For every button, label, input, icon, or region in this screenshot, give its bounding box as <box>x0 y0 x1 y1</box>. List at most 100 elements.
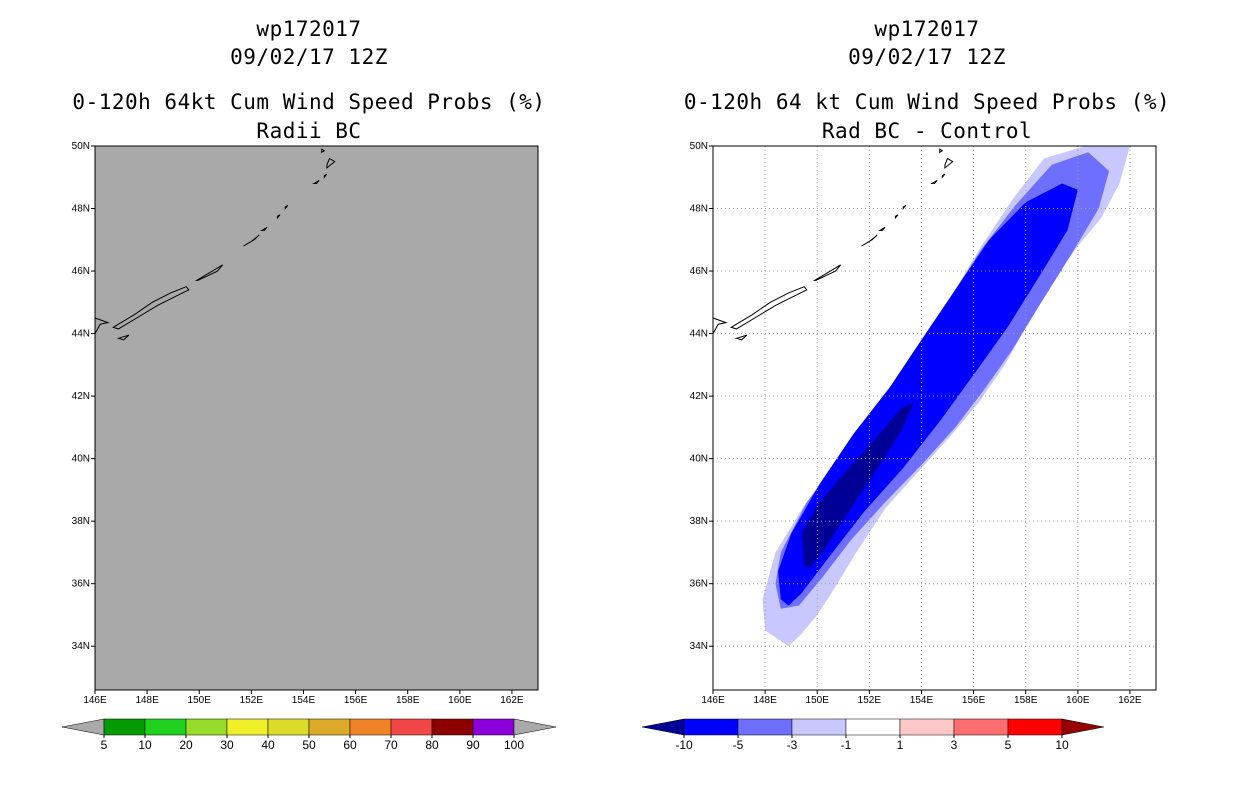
coastline-island <box>284 204 289 210</box>
coastline-island <box>243 234 260 247</box>
colorbar-swatch <box>472 718 515 736</box>
colorbar-swatch <box>953 718 1009 736</box>
y-tick-label: 48N <box>72 204 90 215</box>
storm-id-title: wp172017 <box>256 17 362 41</box>
colorbar-swatch <box>267 718 310 736</box>
colorbar-label: 10 <box>138 738 152 752</box>
colorbar-left-arrow <box>61 718 105 736</box>
colorbar-swatch <box>899 718 955 736</box>
coastline-island <box>312 179 320 184</box>
x-tick-label: 158E <box>1014 695 1038 706</box>
y-tick-label: 48N <box>690 204 708 215</box>
chart-subtitle: Radii BC <box>256 119 362 143</box>
colorbar-swatch <box>185 718 228 736</box>
x-tick-label: 152E <box>240 695 264 706</box>
chart-panel-radii-bc: wp172017 09/02/17 12Z 0-120h 64kt Cum Wi… <box>61 17 557 752</box>
x-tick-label: 150E <box>188 695 212 706</box>
x-tick-label: 152E <box>858 695 882 706</box>
plot-frame <box>712 145 1157 691</box>
missing-data-field <box>95 146 538 690</box>
colorbar-swatch <box>737 718 793 736</box>
y-tick-label: 50N <box>690 141 708 152</box>
coastline-island <box>323 173 328 179</box>
x-tick-label: 162E <box>1118 695 1142 706</box>
chart-panel-rad-bc-minus-control: wp172017 09/02/17 12Z 0-120h 64 kt Cum W… <box>618 0 1236 800</box>
colorbar-label: 100 <box>504 738 524 752</box>
y-tick-label: 34N <box>72 641 90 652</box>
colorbar-swatch <box>144 718 187 736</box>
coastline-island <box>276 214 281 220</box>
colorbar-swatch <box>1007 718 1063 736</box>
y-tick-label: 42N <box>690 391 708 402</box>
colorbar-label: 50 <box>302 738 316 752</box>
colorbar-swatch <box>791 718 847 736</box>
y-tick-label: 46N <box>72 266 90 277</box>
x-tick-label: 146E <box>83 695 107 706</box>
colorbar-label: 5 <box>101 738 108 752</box>
x-tick-label: 154E <box>292 695 316 706</box>
x-tick-label: 160E <box>1066 695 1090 706</box>
y-tick-label: 40N <box>690 454 708 465</box>
coastline-island <box>930 179 938 184</box>
y-tick-label: 38N <box>690 516 708 527</box>
colorbar-label: 10 <box>1055 738 1069 752</box>
colorbar-label: -1 <box>841 738 852 752</box>
coastline-island <box>734 334 748 341</box>
x-tick-label: 156E <box>344 695 368 706</box>
coastline-island <box>326 157 336 169</box>
colorbar-label: 70 <box>384 738 398 752</box>
colorbar-swatch <box>390 718 433 736</box>
chart-svg: 34N 36N 38N 40N 42N 44N 46N 48N 50N 146E 148E 150E 1… <box>641 141 1157 752</box>
coastline-island <box>729 286 808 330</box>
x-tick-label: 158E <box>396 695 420 706</box>
colorbar-label: 5 <box>1005 738 1012 752</box>
y-tick-label: 40N <box>72 454 90 465</box>
colorbar-label: -10 <box>675 738 693 752</box>
y-tick-label: 44N <box>690 329 708 340</box>
chart-svg: 34N 36N 38N 40N 42N 44N 46N 48N 50N 146E 148E 150E 1… <box>61 141 557 752</box>
y-tick-label: 36N <box>72 579 90 590</box>
colorbar-label: -5 <box>733 738 744 752</box>
x-tick-label: 162E <box>500 695 524 706</box>
colorbar-label: 40 <box>261 738 275 752</box>
colorbar-swatch <box>103 718 146 736</box>
date-time-title: 09/02/17 12Z <box>230 45 388 69</box>
colorbar-label: 80 <box>425 738 439 752</box>
colorbar-label: 3 <box>951 738 958 752</box>
chart-title: 0-120h 64kt Cum Wind Speed Probs (%) <box>72 90 546 114</box>
coastline-island <box>939 148 944 154</box>
coastline-island <box>941 173 946 179</box>
y-tick-label: 36N <box>690 579 708 590</box>
colorbar-swatch <box>308 718 351 736</box>
x-tick-label: 160E <box>448 695 472 706</box>
colorbar-label: 1 <box>897 738 904 752</box>
date-time-title: 09/02/17 12Z <box>848 45 1006 69</box>
coastline-island <box>116 334 130 341</box>
coastline-island <box>944 157 954 169</box>
coastline-island <box>861 234 878 247</box>
colorbar-swatch <box>683 718 739 736</box>
coastline-island <box>812 264 842 281</box>
x-tick-label: 146E <box>701 695 725 706</box>
colorbar-swatch <box>845 718 901 736</box>
colorbar-label: 90 <box>466 738 480 752</box>
colorbar-swatch <box>226 718 269 736</box>
coastline-island <box>902 204 907 210</box>
y-tick-label: 50N <box>72 141 90 152</box>
colorbar-right-arrow <box>513 718 557 736</box>
colorbar-label: 30 <box>220 738 234 752</box>
coastline-island <box>194 264 224 281</box>
storm-id-title: wp172017 <box>874 17 980 41</box>
chart-title: 0-120h 64 kt Cum Wind Speed Probs (%) <box>683 90 1171 114</box>
colorbar-label: 60 <box>343 738 357 752</box>
colorbar-swatch <box>431 718 474 736</box>
x-tick-label: 156E <box>962 695 986 706</box>
colorbar-left-arrow <box>641 718 685 736</box>
contour-level-neg10 <box>801 402 914 569</box>
x-tick-label: 148E <box>135 695 159 706</box>
coastline-island <box>877 226 886 231</box>
plot-frame <box>94 145 539 691</box>
y-tick-label: 46N <box>690 266 708 277</box>
colorbar-label: -3 <box>787 738 798 752</box>
y-tick-label: 44N <box>72 329 90 340</box>
